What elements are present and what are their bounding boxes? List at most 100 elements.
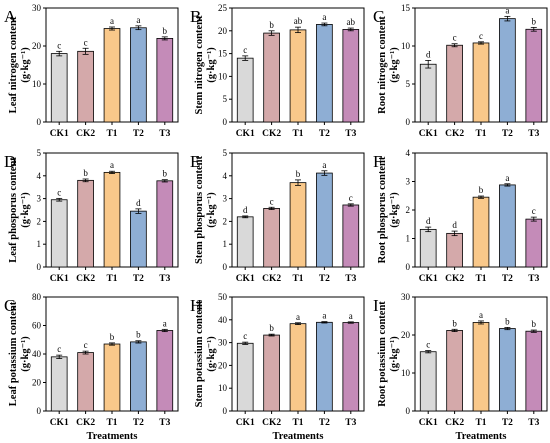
x-tick-label: T2 (319, 129, 330, 139)
significance-letter: b (136, 330, 141, 340)
bar-t1 (103, 28, 121, 123)
y-tick-label: 0 (223, 406, 228, 416)
x-tick-label: CK1 (236, 274, 255, 284)
bar-t2 (130, 27, 147, 123)
x-tick-label: CK2 (262, 274, 281, 284)
bar-ck2 (77, 50, 94, 123)
bar-t2 (316, 24, 333, 123)
bar-ck2 (77, 179, 94, 268)
bar-t3 (525, 330, 543, 412)
x-axis-title: Treatments (87, 431, 138, 442)
x-tick-label: T2 (502, 129, 513, 139)
y-tick-label: 60 (32, 321, 42, 331)
bar-t2 (130, 341, 147, 412)
bar-t3 (525, 28, 543, 123)
significance-letter: d (426, 49, 431, 59)
x-axis-title: Treatments (273, 431, 324, 442)
significance-letter: c (532, 206, 536, 216)
significance-letter: b (110, 332, 115, 342)
x-tick-label: T1 (292, 418, 303, 428)
x-tick-label: T1 (292, 274, 303, 284)
y-tick-label: 1 (37, 239, 42, 249)
bar-t1 (103, 343, 121, 412)
y-tick-label: 20 (32, 378, 42, 388)
significance-letter: b (83, 168, 88, 178)
significance-letter: a (505, 5, 509, 15)
bar-ck1 (419, 63, 437, 123)
y-tick-label: 10 (401, 41, 411, 51)
panel-letter: D (4, 152, 16, 171)
y-tick-label: 5 (223, 148, 228, 158)
panel-letter: H (190, 296, 202, 315)
x-tick-label: T3 (528, 418, 539, 428)
significance-letter: b (479, 185, 484, 195)
y-axis-unit: (g·kg⁻¹) (389, 192, 400, 228)
significance-letter: a (322, 160, 326, 170)
bar-ck2 (263, 208, 280, 268)
x-tick-label: CK1 (50, 418, 69, 428)
y-tick-label: 0 (37, 262, 42, 272)
y-axis-label: Leaf phosporus content (8, 157, 19, 263)
bar-ck2 (446, 44, 463, 123)
bar-t1 (289, 323, 307, 412)
significance-letter: ab (347, 17, 356, 27)
x-tick-label: T3 (528, 274, 539, 284)
bar-ck1 (236, 57, 254, 123)
significance-letter: b (452, 318, 457, 328)
significance-letter: b (532, 319, 537, 329)
x-axis-title: Treatments (456, 431, 507, 442)
bar-t2 (316, 172, 333, 268)
significance-letter: a (110, 160, 114, 170)
x-tick-label: T2 (133, 418, 144, 428)
panel-letter: B (190, 7, 201, 26)
y-axis-unit: (g·kg⁻¹) (20, 47, 31, 83)
y-tick-label: 30 (32, 3, 42, 13)
bar-t3 (525, 218, 543, 268)
y-tick-label: 30 (218, 338, 228, 348)
y-axis-unit: (g·kg⁻¹) (20, 336, 31, 372)
x-tick-label: T2 (133, 129, 144, 139)
y-tick-label: 20 (218, 26, 228, 36)
significance-letter: c (243, 45, 247, 55)
y-axis-unit: (g·kg⁻¹) (389, 47, 400, 83)
y-axis-label: Root phosporus content (377, 156, 388, 263)
y-tick-label: 4 (223, 171, 228, 181)
significance-letter: c (426, 340, 430, 350)
y-tick-label: 15 (218, 49, 228, 59)
x-tick-label: T1 (106, 129, 117, 139)
y-axis-unit: (g·kg⁻¹) (206, 336, 217, 372)
bar-ck2 (263, 334, 280, 412)
x-tick-label: T3 (159, 418, 170, 428)
y-tick-label: 1 (406, 234, 411, 244)
y-tick-label: 3 (223, 194, 228, 204)
x-tick-label: T2 (133, 274, 144, 284)
bar-t2 (130, 210, 147, 268)
y-tick-label: 10 (218, 383, 228, 393)
significance-letter: b (296, 169, 301, 179)
y-tick-label: 40 (32, 349, 42, 359)
y-tick-label: 50 (218, 292, 228, 302)
y-tick-label: 5 (406, 79, 411, 89)
bar-t2 (499, 18, 516, 123)
y-tick-label: 0 (406, 117, 411, 127)
x-tick-label: T3 (159, 129, 170, 139)
y-axis-label: Root potassium content (377, 301, 388, 407)
y-tick-label: 1 (223, 239, 228, 249)
significance-letter: d (136, 198, 141, 208)
bar-ck2 (446, 330, 463, 412)
y-tick-label: 5 (223, 94, 228, 104)
significance-letter: a (110, 16, 114, 26)
significance-letter: c (270, 196, 274, 206)
significance-letter: c (57, 187, 61, 197)
significance-letter: c (57, 344, 61, 354)
bar-ck1 (236, 216, 254, 268)
y-tick-label: 0 (37, 406, 42, 416)
x-tick-label: T1 (475, 274, 486, 284)
significance-letter: c (57, 40, 61, 50)
